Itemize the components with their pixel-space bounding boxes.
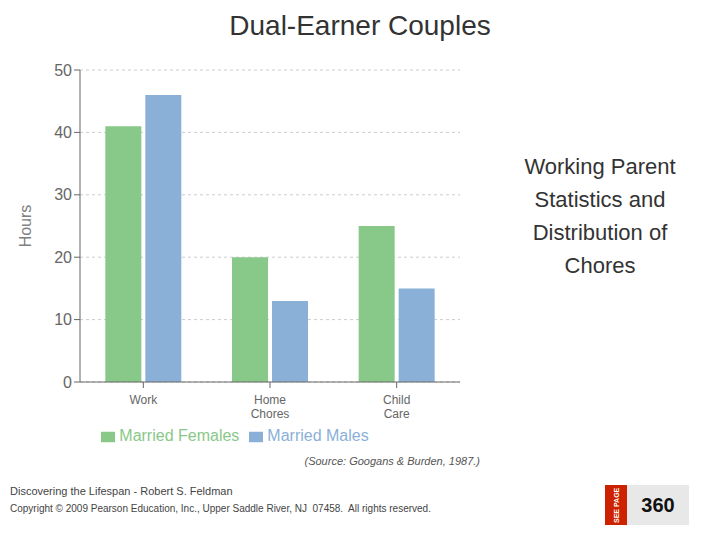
svg-text:ChildCare: ChildCare (383, 393, 410, 421)
html-text:Copyright © 2009 Pearson Educa: Copyright © 2009 Pearson Education, Inc.… (10, 503, 431, 514)
svg-text:40: 40 (54, 124, 72, 141)
svg-text:30: 30 (54, 186, 72, 203)
svg-text:0: 0 (63, 374, 72, 391)
html-text:Married Males: Married Males (267, 427, 369, 444)
svg-text:50: 50 (54, 62, 72, 79)
html-text:Discovering the Lifespan - Rob: Discovering the Lifespan - Robert S. Fel… (10, 485, 233, 497)
svg-text:Work: Work (129, 393, 158, 407)
html-text:SEE PAGE: SEE PAGE (612, 487, 620, 523)
html-text:Dual-Earner Couples: Dual-Earner Couples (229, 10, 491, 41)
svg-text:20: 20 (54, 249, 72, 266)
html-text:(Source: Googans & Burden, 198: (Source: Googans & Burden, 1987.) (304, 455, 480, 467)
html-text:Working Parent Statistics and: Working Parent Statistics and Distributi… (524, 154, 676, 278)
html-text:Married Females: Married Females (119, 427, 240, 444)
svg-text:Hours: Hours (17, 205, 34, 248)
svg-text:10: 10 (54, 311, 72, 328)
html-text:360: 360 (641, 493, 675, 516)
svg-text:HomeChores: HomeChores (251, 393, 290, 421)
